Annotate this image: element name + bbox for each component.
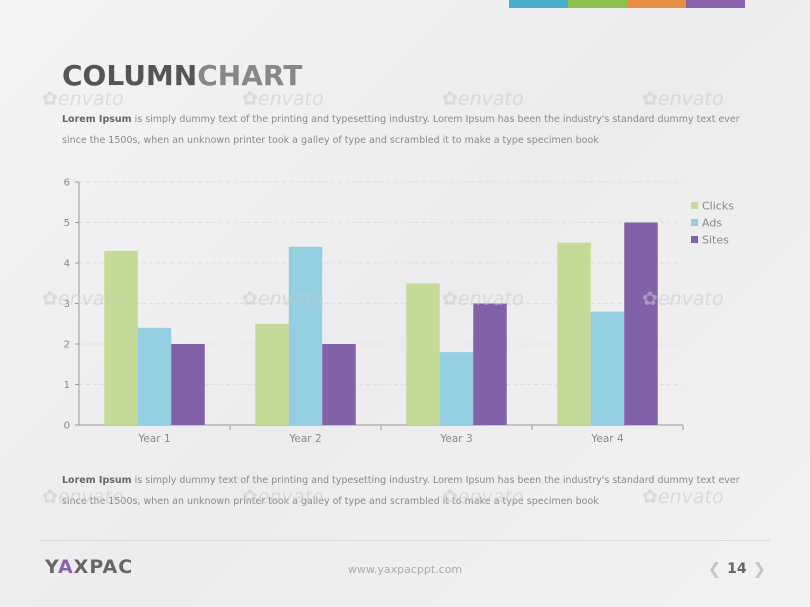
- x-tick-label: Year 1: [137, 433, 170, 445]
- title-part2: CHART: [197, 59, 303, 92]
- y-tick-label: 3: [64, 299, 70, 310]
- x-tick-label: Year 3: [439, 433, 472, 445]
- strip-blue: [509, 0, 568, 8]
- logo-part2: XPAC: [73, 556, 134, 578]
- bar-ads-1: [137, 327, 172, 425]
- strip-green: [568, 0, 627, 8]
- bar-ads-2: [288, 246, 323, 425]
- y-tick-label: 1: [64, 380, 70, 391]
- y-tick-label: 0: [64, 421, 70, 432]
- legend-label: Sites: [702, 234, 729, 247]
- y-tick-label: 2: [64, 340, 70, 351]
- paragraph-top: Lorem Ipsum is simply dummy text of the …: [62, 109, 762, 151]
- strip-purple: [686, 0, 745, 8]
- brand-logo: YAXPAC: [45, 556, 133, 578]
- prev-page-icon[interactable]: ❮: [707, 559, 722, 578]
- logo-accent: A: [57, 556, 74, 578]
- logo-part1: Y: [45, 556, 58, 578]
- legend-label: Clicks: [702, 200, 734, 213]
- page-title: COLUMNCHART: [62, 58, 302, 94]
- x-tick-label: Year 4: [590, 433, 624, 445]
- paragraph-top-body: is simply dummy text of the printing and…: [62, 114, 740, 146]
- color-strip: [509, 0, 745, 8]
- next-page-icon[interactable]: ❯: [752, 559, 766, 578]
- bar-clicks-2: [255, 323, 289, 425]
- paragraph-top-lead: Lorem Ipsum: [62, 114, 132, 125]
- bar-sites-3: [473, 303, 507, 425]
- paragraph-bottom: Lorem Ipsum is simply dummy text of the …: [62, 470, 762, 512]
- bar-clicks-1: [104, 250, 138, 425]
- page-number: 14: [727, 561, 747, 577]
- paragraph-bottom-lead: Lorem Ipsum: [62, 475, 132, 486]
- bar-sites-2: [322, 344, 356, 425]
- pager: ❮ 14 ❯: [708, 559, 766, 579]
- bar-sites-1: [171, 344, 205, 425]
- footer-divider: [40, 540, 770, 541]
- x-tick-label: Year 2: [288, 433, 321, 445]
- y-tick-label: 6: [64, 178, 70, 189]
- bar-ads-3: [439, 352, 474, 425]
- legend-swatch: [691, 219, 698, 226]
- y-tick-label: 4: [64, 259, 70, 270]
- y-tick-label: 5: [64, 218, 70, 229]
- title-part1: COLUMN: [62, 59, 198, 92]
- bar-sites-4: [624, 222, 658, 425]
- footer-url[interactable]: www.yaxpacppt.com: [347, 563, 463, 576]
- legend-label: Ads: [702, 217, 722, 230]
- paragraph-bottom-body: is simply dummy text of the printing and…: [62, 475, 740, 507]
- legend-swatch: [691, 236, 698, 243]
- legend-swatch: [691, 202, 698, 209]
- strip-orange: [627, 0, 686, 8]
- bar-clicks-4: [557, 242, 591, 425]
- bar-clicks-3: [406, 283, 440, 425]
- bar-ads-4: [590, 311, 625, 425]
